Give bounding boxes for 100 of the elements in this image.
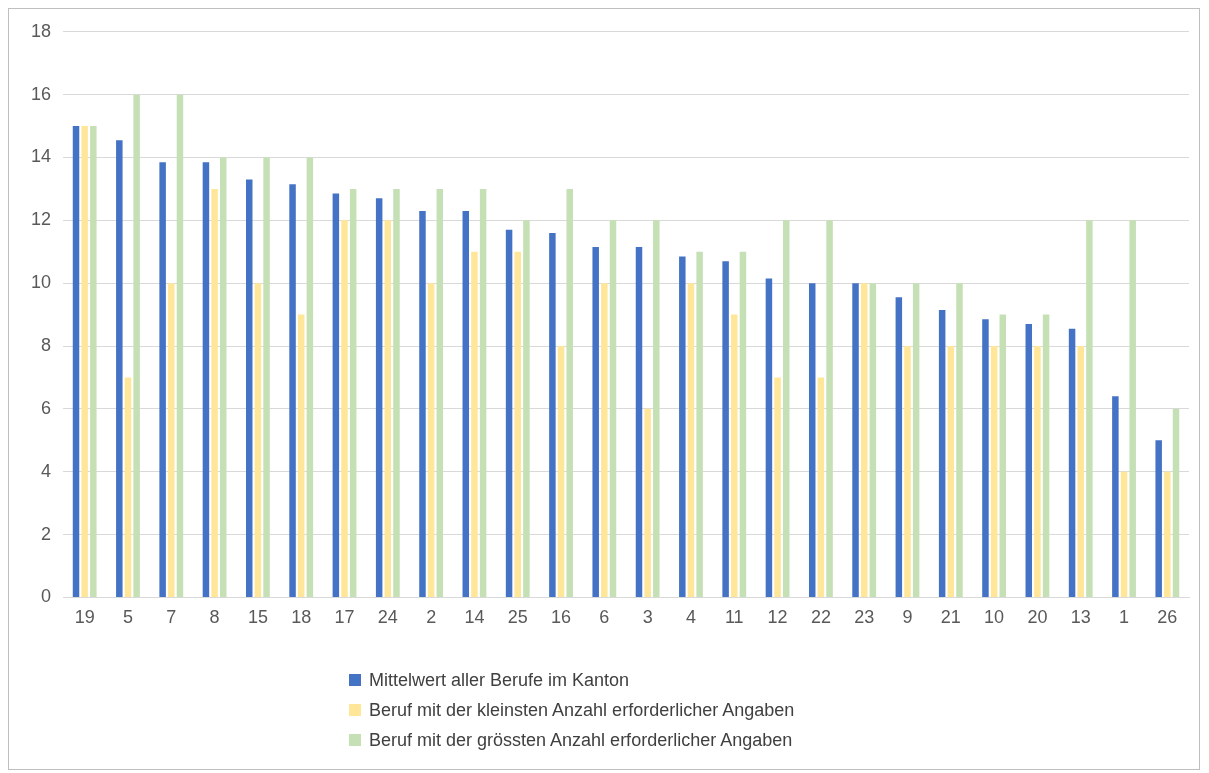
y-tick-label: 10 bbox=[30, 272, 52, 293]
bar bbox=[297, 314, 305, 597]
bar bbox=[653, 220, 660, 597]
bar bbox=[1042, 314, 1050, 597]
bar bbox=[1025, 324, 1033, 597]
y-tick-label: 18 bbox=[30, 20, 52, 41]
legend-label: Beruf mit der grössten Anzahl erforderlicher Angaben bbox=[369, 729, 793, 751]
bar bbox=[1172, 408, 1180, 597]
bar bbox=[159, 162, 166, 597]
bar bbox=[679, 256, 686, 597]
x-tick-label: 16 bbox=[551, 607, 572, 628]
bar bbox=[349, 188, 357, 597]
bar bbox=[635, 247, 643, 597]
x-tick-label: 17 bbox=[334, 607, 355, 628]
bar bbox=[999, 314, 1007, 597]
bar bbox=[609, 220, 617, 597]
bar bbox=[471, 251, 478, 597]
bar bbox=[765, 278, 773, 597]
bar bbox=[375, 198, 383, 597]
bar bbox=[81, 126, 88, 597]
x-tick-label: 26 bbox=[1157, 607, 1178, 628]
bar bbox=[168, 283, 175, 597]
x-tick-label: 7 bbox=[166, 607, 177, 628]
bar bbox=[938, 309, 946, 597]
bar bbox=[176, 94, 184, 597]
bar bbox=[817, 377, 825, 597]
x-tick-label: 23 bbox=[854, 607, 875, 628]
bar bbox=[514, 251, 521, 597]
bar bbox=[826, 220, 833, 597]
bar bbox=[90, 126, 97, 597]
y-tick-label: 2 bbox=[41, 523, 52, 544]
y-tick-label: 12 bbox=[30, 209, 52, 230]
x-tick-label: 10 bbox=[984, 607, 1005, 628]
x-tick-label: 11 bbox=[724, 607, 744, 628]
bar bbox=[904, 346, 911, 597]
x-tick-label: 21 bbox=[940, 607, 961, 628]
x-tick-label: 6 bbox=[599, 607, 610, 628]
bar bbox=[947, 346, 955, 597]
bar bbox=[124, 377, 132, 597]
x-tick-label: 12 bbox=[767, 607, 788, 628]
x-tick-label: 22 bbox=[810, 607, 831, 628]
bar bbox=[1120, 471, 1128, 597]
y-tick-label: 4 bbox=[41, 460, 52, 481]
bar bbox=[912, 283, 920, 597]
bar bbox=[739, 251, 747, 597]
bar bbox=[1086, 220, 1093, 597]
bar bbox=[774, 377, 781, 597]
x-tick-label: 24 bbox=[377, 607, 398, 628]
bar bbox=[982, 319, 989, 597]
bar bbox=[436, 188, 444, 597]
bar bbox=[852, 283, 859, 597]
y-tick-label: 16 bbox=[30, 83, 52, 104]
bar bbox=[419, 210, 426, 597]
bar bbox=[687, 283, 695, 597]
bar bbox=[72, 126, 80, 597]
x-tick-label: 9 bbox=[902, 607, 913, 628]
bar bbox=[133, 94, 140, 597]
x-tick-label: 15 bbox=[247, 607, 268, 628]
bar bbox=[1034, 346, 1041, 597]
bar bbox=[566, 188, 573, 597]
bar bbox=[990, 346, 998, 597]
bar bbox=[202, 162, 210, 597]
x-tick-label: 1 bbox=[1119, 607, 1130, 628]
bar bbox=[427, 283, 435, 597]
bar bbox=[479, 188, 487, 597]
x-tick-label: 2 bbox=[426, 607, 437, 628]
bar bbox=[254, 283, 262, 597]
bar bbox=[644, 408, 651, 597]
bar bbox=[1155, 440, 1162, 597]
bar bbox=[116, 140, 123, 597]
x-tick-label: 18 bbox=[291, 607, 312, 628]
bar bbox=[869, 283, 877, 597]
bar bbox=[1068, 328, 1076, 597]
x-tick-label: 5 bbox=[122, 607, 133, 628]
bar bbox=[1164, 471, 1171, 597]
bar bbox=[462, 210, 470, 597]
y-tick-label: 0 bbox=[41, 586, 52, 607]
y-tick-label: 8 bbox=[41, 334, 52, 355]
bar bbox=[557, 346, 565, 597]
bar bbox=[341, 220, 348, 597]
bar bbox=[895, 297, 903, 597]
bar bbox=[1112, 396, 1119, 597]
bar bbox=[384, 220, 392, 597]
bar bbox=[549, 232, 556, 597]
bar bbox=[332, 193, 340, 597]
x-tick-label: 25 bbox=[507, 607, 528, 628]
bar bbox=[722, 261, 729, 597]
bar bbox=[393, 188, 400, 597]
x-tick-label: 3 bbox=[642, 607, 653, 628]
bar bbox=[1077, 346, 1084, 597]
bar bbox=[211, 188, 218, 597]
bar bbox=[220, 157, 227, 597]
bar bbox=[783, 220, 790, 597]
bar bbox=[601, 283, 608, 597]
bar bbox=[523, 220, 530, 597]
legend-label: Mittelwert aller Berufe im Kanton bbox=[369, 669, 630, 691]
bar bbox=[263, 157, 270, 597]
y-tick-label: 6 bbox=[41, 397, 52, 418]
x-tick-label: 19 bbox=[74, 607, 95, 628]
bar bbox=[592, 247, 599, 597]
